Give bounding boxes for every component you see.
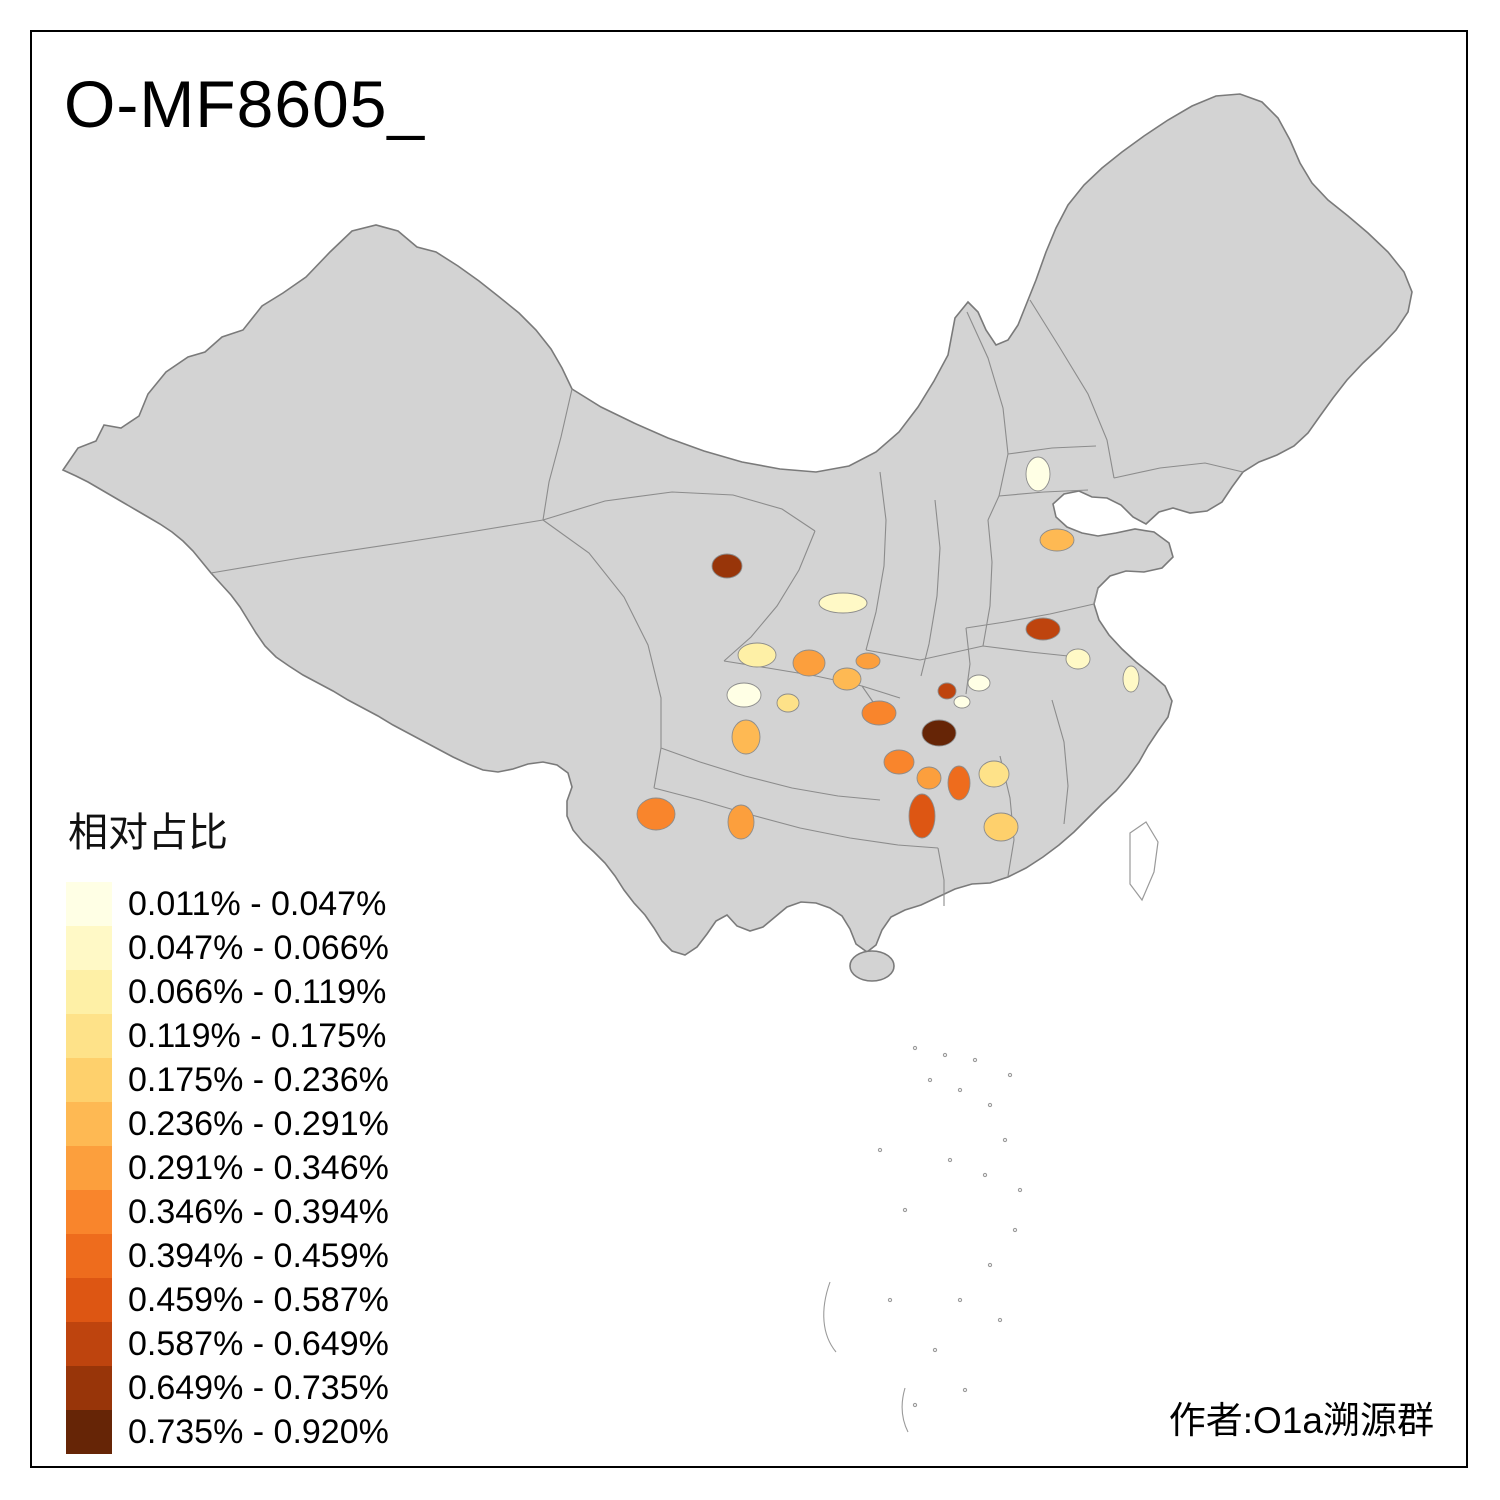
hainan-island: [849, 950, 895, 982]
legend-item-label: 0.047% - 0.066%: [128, 928, 389, 967]
legend-item: 0.011% - 0.047%: [66, 882, 389, 926]
legend-item: 0.459% - 0.587%: [66, 1278, 389, 1322]
legend-title: 相对占比: [68, 811, 228, 855]
region-gansu-central: [818, 592, 868, 614]
taiwan-island: [1129, 821, 1159, 902]
region-guizhou-east: [947, 765, 971, 801]
region-beijing-hebei: [1025, 456, 1051, 492]
legend-swatch: [66, 1146, 112, 1190]
legend-item: 0.119% - 0.175%: [66, 1014, 389, 1058]
legend-item-label: 0.291% - 0.346%: [128, 1148, 389, 1187]
legend-item-label: 0.119% - 0.175%: [128, 1016, 387, 1055]
legend: 相对占比 0.011% - 0.047% 0.047% - 0.066% 0.0…: [66, 800, 389, 1454]
legend-swatch: [66, 1014, 112, 1058]
legend-swatch: [66, 1058, 112, 1102]
region-shandong-west: [1039, 528, 1075, 552]
legend-item-label: 0.649% - 0.735%: [128, 1368, 389, 1407]
legend-swatch: [66, 1102, 112, 1146]
legend-item: 0.587% - 0.649%: [66, 1322, 389, 1366]
legend-swatch: [66, 1234, 112, 1278]
legend-item: 0.649% - 0.735%: [66, 1366, 389, 1410]
region-anhui-north: [1065, 648, 1091, 670]
region-henan-southeast: [1025, 617, 1061, 641]
region-sichuan-north: [737, 642, 777, 668]
legend-item: 0.047% - 0.066%: [66, 926, 389, 970]
legend-swatch: [66, 1322, 112, 1366]
region-guizhou-west: [883, 749, 915, 775]
region-chongqing: [861, 700, 897, 726]
legend-swatch: [66, 1190, 112, 1234]
region-jiangsu-coast: [1122, 665, 1140, 693]
legend-swatch: [66, 1366, 112, 1410]
region-yunnan-central: [727, 804, 755, 840]
region-yunnan-west: [636, 797, 676, 831]
legend-swatch: [66, 1278, 112, 1322]
legend-item-label: 0.587% - 0.649%: [128, 1324, 389, 1363]
south-china-sea-islands: [823, 1045, 1023, 1433]
region-hubei-west-dark: [937, 682, 957, 700]
region-qinghai-east: [711, 553, 743, 579]
region-guizhou-south-strip: [908, 793, 936, 839]
legend-item: 0.291% - 0.346%: [66, 1146, 389, 1190]
region-sichuan-east: [832, 667, 862, 691]
region-sichuan-northeast: [792, 649, 826, 677]
legend-item: 0.346% - 0.394%: [66, 1190, 389, 1234]
region-hunan-south: [983, 812, 1019, 842]
region-hubei-tiny-pale: [953, 695, 971, 709]
legend-item-label: 0.459% - 0.587%: [128, 1280, 389, 1319]
region-gansu-south-orange: [855, 652, 881, 670]
region-hubei-central-pale: [967, 674, 991, 692]
page-title: O-MF8605_: [64, 67, 426, 141]
legend-item-label: 0.394% - 0.459%: [128, 1236, 389, 1275]
region-sichuan-central: [776, 693, 800, 713]
legend-item: 0.175% - 0.236%: [66, 1058, 389, 1102]
legend-item-label: 0.236% - 0.291%: [128, 1104, 389, 1143]
legend-item: 0.236% - 0.291%: [66, 1102, 389, 1146]
legend-swatch: [66, 882, 112, 926]
legend-swatch: [66, 970, 112, 1014]
attribution: 作者:O1a溯源群: [1168, 1400, 1434, 1441]
china-mainland: [61, 93, 1413, 956]
region-guizhou-central: [916, 766, 942, 790]
legend-swatch: [66, 1410, 112, 1454]
legend-item-label: 0.346% - 0.394%: [128, 1192, 389, 1231]
legend-item-label: 0.011% - 0.047%: [128, 884, 387, 923]
legend-item: 0.394% - 0.459%: [66, 1234, 389, 1278]
legend-item: 0.735% - 0.920%: [66, 1410, 389, 1454]
legend-item-label: 0.735% - 0.920%: [128, 1412, 389, 1451]
legend-item-label: 0.175% - 0.236%: [128, 1060, 389, 1099]
region-sichuan-south: [731, 719, 761, 755]
region-sichuan-west-cream: [726, 682, 762, 708]
region-hunan-west: [978, 760, 1010, 788]
legend-swatch: [66, 926, 112, 970]
legend-item-label: 0.066% - 0.119%: [128, 972, 387, 1011]
region-guizhou-north-dark: [921, 719, 957, 747]
legend-item: 0.066% - 0.119%: [66, 970, 389, 1014]
